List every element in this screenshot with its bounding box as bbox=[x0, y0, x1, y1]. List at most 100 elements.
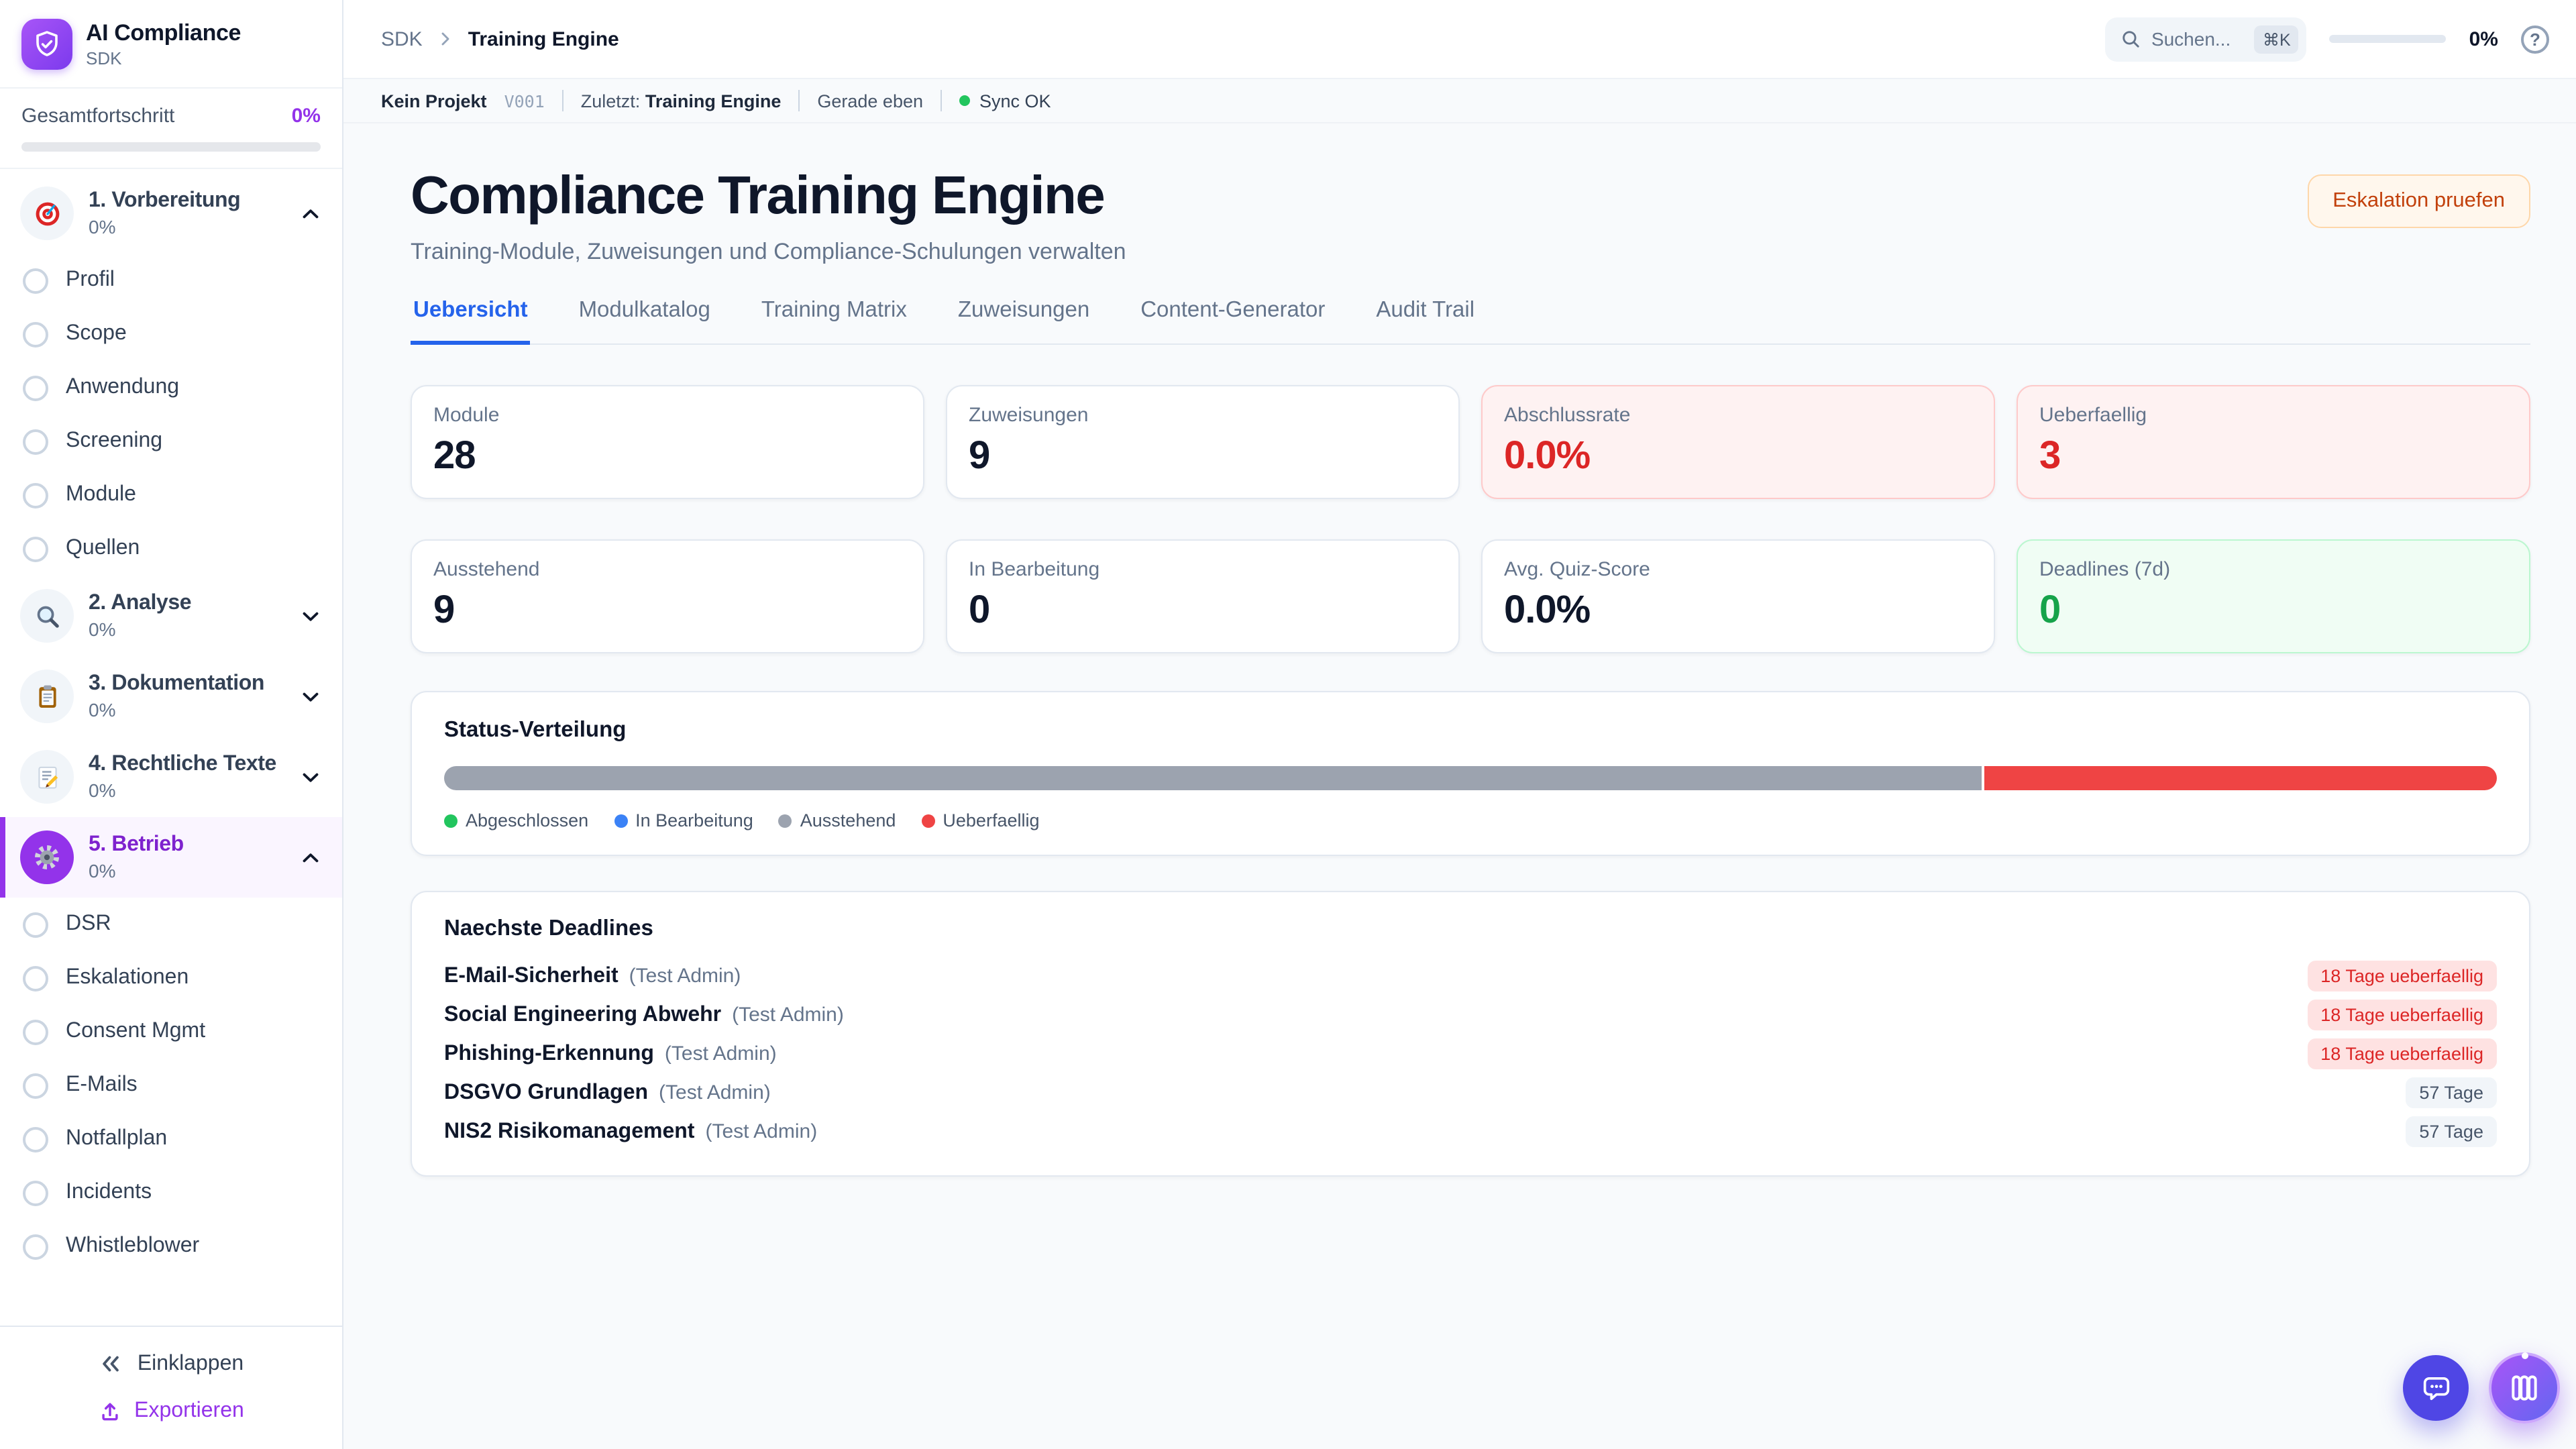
section-label: 4. Rechtliche Texte bbox=[89, 753, 276, 775]
chevron-down-icon bbox=[298, 684, 323, 709]
legend-dot bbox=[921, 814, 935, 827]
status-radio-circle bbox=[23, 965, 48, 991]
section-progress: 0% bbox=[89, 699, 116, 720]
search-shortcut-kbd: ⌘K bbox=[2254, 25, 2299, 53]
search-box[interactable]: ⌘K bbox=[2105, 17, 2307, 61]
sidebar-item-e-mails[interactable]: E-Mails bbox=[0, 1059, 342, 1112]
sidebar-item-screening[interactable]: Screening bbox=[0, 415, 342, 468]
status-radio-circle bbox=[23, 375, 48, 400]
export-button[interactable]: Exportieren bbox=[85, 1393, 258, 1430]
tab-modulkatalog[interactable]: Modulkatalog bbox=[578, 298, 710, 322]
sidebar-item-dsr[interactable]: DSR bbox=[0, 898, 342, 951]
stat-label: Zuweisungen bbox=[969, 404, 1089, 427]
section-header-2-analyse[interactable]: 2. Analyse 0% bbox=[5, 576, 342, 656]
sidebar-section-1-vorbereitung: 1. Vorbereitung 0% bbox=[0, 173, 342, 254]
sidebar-item-notfallplan[interactable]: Notfallplan bbox=[0, 1112, 342, 1166]
stat-label: In Bearbeitung bbox=[969, 558, 1100, 581]
chat-fab-button[interactable] bbox=[2403, 1355, 2469, 1421]
stat-label: Ueberfaellig bbox=[2039, 404, 2147, 427]
tab-training-matrix[interactable]: Training Matrix bbox=[761, 298, 907, 322]
section-header-3-dokumentation[interactable]: 3. Dokumentation 0% bbox=[5, 656, 342, 737]
gear-icon bbox=[20, 830, 74, 884]
module-name: Phishing-Erkennung bbox=[444, 1042, 654, 1065]
search-input[interactable] bbox=[2151, 28, 2245, 50]
stat-card-zuweisungen: Zuweisungen 9 bbox=[946, 385, 1460, 499]
project-statusbar: Kein Projekt V001 Zuletzt: Training Engi… bbox=[343, 79, 2576, 123]
shield-check-icon bbox=[21, 19, 72, 70]
status-radio-circle bbox=[23, 1126, 48, 1152]
sidebar-item-label: Notfallplan bbox=[66, 1127, 168, 1150]
legend-item-abgeschlossen: Abgeschlossen bbox=[444, 810, 588, 830]
sidebar: AI Compliance SDK Gesamtfortschritt 0% 1… bbox=[0, 0, 343, 1449]
stat-card-module: Module 28 bbox=[411, 385, 924, 499]
sidebar-item-whistleblower[interactable]: Whistleblower bbox=[0, 1220, 342, 1273]
sidebar-item-label: Consent Mgmt bbox=[66, 1020, 206, 1042]
tab-uebersicht[interactable]: Uebersicht bbox=[411, 298, 531, 345]
section-progress: 0% bbox=[89, 619, 116, 640]
stat-card-ueberfaellig: Ueberfaellig 3 bbox=[2017, 385, 2530, 499]
app-logo-row: AI Compliance SDK bbox=[0, 0, 342, 89]
floating-buttons bbox=[2403, 1352, 2560, 1424]
sidebar-item-consent-mgmt[interactable]: Consent Mgmt bbox=[0, 1005, 342, 1059]
sidebar-item-scope[interactable]: Scope bbox=[0, 307, 342, 361]
section-label: 2. Analyse bbox=[89, 592, 192, 614]
sidebar-item-quellen[interactable]: Quellen bbox=[0, 522, 342, 576]
page-content: Compliance Training Engine Training-Modu… bbox=[343, 123, 2576, 1449]
sidebar-section-5-betrieb: 5. Betrieb 0% bbox=[0, 817, 342, 898]
export-label: Exportieren bbox=[134, 1399, 244, 1422]
stat-value: 9 bbox=[433, 589, 455, 632]
stat-value: 28 bbox=[433, 435, 476, 478]
sidebar-item-label: DSR bbox=[66, 912, 111, 935]
section-header-4-rechtliche-texte[interactable]: 4. Rechtliche Texte 0% bbox=[5, 737, 342, 817]
sidebar-item-eskalationen[interactable]: Eskalationen bbox=[0, 951, 342, 1005]
stat-label: Abschlussrate bbox=[1504, 404, 1631, 427]
sidebar-nav: 1. Vorbereitung 0% Profil Scope Anwendung Scr… bbox=[0, 169, 342, 1326]
section-progress: 0% bbox=[89, 780, 116, 801]
section-label: 1. Vorbereitung bbox=[89, 189, 241, 212]
status-radio-circle bbox=[23, 536, 48, 561]
sidebar-item-incidents[interactable]: Incidents bbox=[0, 1166, 342, 1220]
project-version: V001 bbox=[504, 91, 545, 111]
tab-audit-trail[interactable]: Audit Trail bbox=[1376, 298, 1475, 322]
legend-dot bbox=[614, 814, 628, 827]
assignee: (Test Admin) bbox=[629, 964, 741, 987]
sidebar-item-module[interactable]: Module bbox=[0, 468, 342, 522]
legend-item-in-bearbeitung: In Bearbeitung bbox=[614, 810, 753, 830]
sidebar-item-label: Scope bbox=[66, 322, 127, 345]
assignee: (Test Admin) bbox=[659, 1081, 771, 1104]
deadline-badge: 57 Tage bbox=[2406, 1116, 2497, 1147]
sidebar-section-4-rechtliche-texte: 4. Rechtliche Texte 0% bbox=[0, 737, 342, 817]
legend-item-ueberfaellig: Ueberfaellig bbox=[921, 810, 1040, 830]
last-module-value: Training Engine bbox=[645, 91, 782, 111]
clipboard-icon bbox=[20, 669, 74, 723]
legend-label: Ueberfaellig bbox=[943, 810, 1040, 830]
chevron-down-icon bbox=[298, 764, 323, 790]
assignee: (Test Admin) bbox=[664, 1042, 777, 1065]
stat-value: 3 bbox=[2039, 435, 2061, 478]
section-header-1-vorbereitung[interactable]: 1. Vorbereitung 0% bbox=[5, 173, 342, 254]
breadcrumb-root[interactable]: SDK bbox=[381, 28, 423, 50]
deadline-badge: 57 Tage bbox=[2406, 1077, 2497, 1108]
section-header-5-betrieb[interactable]: 5. Betrieb 0% bbox=[5, 817, 342, 898]
project-name: Kein Projekt bbox=[381, 91, 487, 111]
deadline-row-phishing-erkennung: Phishing-Erkennung (Test Admin) 18 Tage ue… bbox=[444, 1034, 2497, 1073]
sidebar-item-anwendung[interactable]: Anwendung bbox=[0, 361, 342, 415]
sync-ok-dot bbox=[959, 95, 970, 106]
chevron-up-icon bbox=[298, 201, 323, 226]
app-subtitle: SDK bbox=[86, 48, 122, 68]
tab-zuweisungen[interactable]: Zuweisungen bbox=[957, 298, 1090, 322]
check-escalation-button[interactable]: Eskalation pruefen bbox=[2307, 174, 2530, 228]
help-button[interactable]: ? bbox=[2521, 25, 2549, 53]
app-title: AI Compliance bbox=[86, 20, 241, 46]
columns-fab-button[interactable] bbox=[2489, 1352, 2560, 1424]
assignee: (Test Admin) bbox=[732, 1003, 844, 1026]
target-icon bbox=[20, 186, 74, 240]
sidebar-item-profil[interactable]: Profil bbox=[0, 254, 342, 307]
page-title: Compliance Training Engine bbox=[411, 166, 1106, 225]
collapse-sidebar-button[interactable]: Einklappen bbox=[85, 1344, 257, 1383]
upload-icon bbox=[98, 1399, 122, 1424]
status-radio-circle bbox=[23, 268, 48, 293]
legend-item-ausstehend: Ausstehend bbox=[778, 810, 896, 830]
module-name: NIS2 Risikomanagement bbox=[444, 1120, 695, 1142]
tab-content-generator[interactable]: Content-Generator bbox=[1140, 298, 1326, 322]
